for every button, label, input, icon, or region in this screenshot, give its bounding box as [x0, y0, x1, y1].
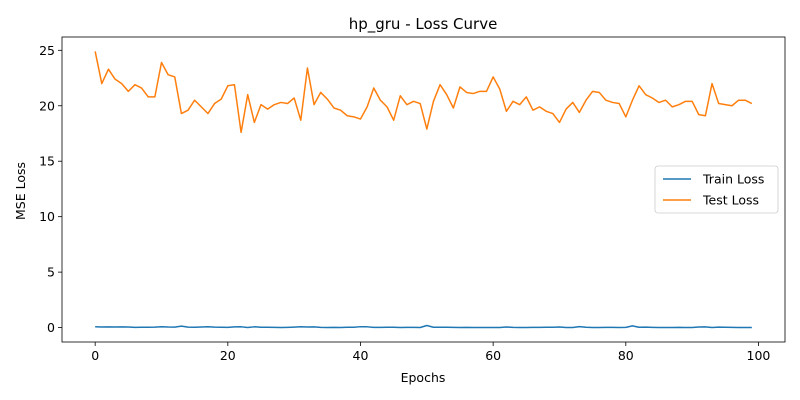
legend-box	[654, 165, 779, 214]
y-axis: 0 5 10 15 20 25	[39, 43, 62, 335]
x-axis: 0 20 40 60 80 100	[91, 342, 770, 363]
chart-title: hp_gru - Loss Curve	[349, 15, 498, 34]
legend: Train Loss Test Loss	[654, 165, 779, 214]
x-tick-label: 40	[353, 348, 369, 363]
y-tick-label: 10	[39, 209, 55, 224]
y-axis-label: MSE Loss	[13, 162, 28, 220]
series-layer	[94, 51, 753, 329]
y-tick-label: 0	[47, 320, 55, 335]
x-tick-label: 100	[747, 348, 771, 363]
y-tick-label: 25	[39, 43, 55, 58]
plot-frame	[61, 36, 786, 343]
x-tick-label: 0	[91, 348, 99, 363]
series-line-train-loss	[95, 324, 752, 329]
series-line-test-loss	[94, 51, 753, 134]
y-tick-label: 15	[39, 154, 55, 169]
legend-label-train-loss: Train Loss	[702, 172, 764, 187]
x-tick-label: 60	[485, 348, 501, 363]
y-tick-label: 5	[47, 265, 55, 280]
x-axis-label: Epochs	[401, 370, 446, 385]
legend-label-test-loss: Test Loss	[702, 193, 759, 208]
y-tick-label: 20	[39, 98, 55, 113]
x-tick-label: 80	[618, 348, 634, 363]
x-tick-label: 20	[220, 348, 236, 363]
